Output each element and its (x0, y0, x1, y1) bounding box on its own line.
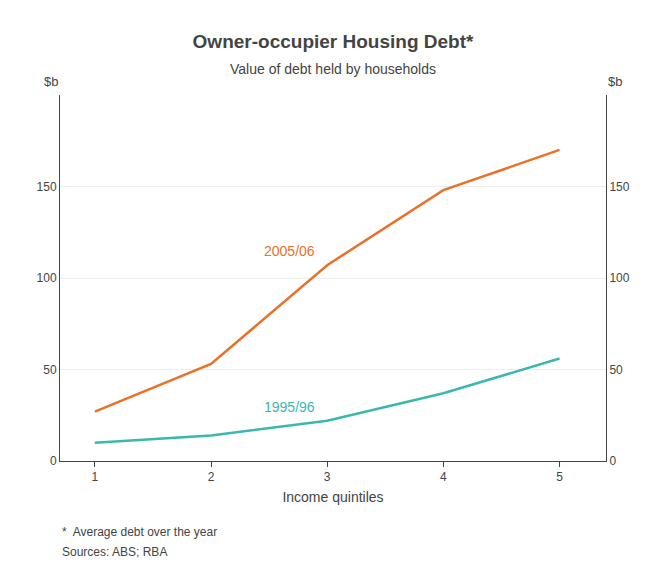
svg-text:150: 150 (609, 180, 629, 194)
svg-text:Sources: ABS; RBA: Sources: ABS; RBA (62, 545, 167, 559)
svg-text:50: 50 (609, 363, 623, 377)
svg-text:1: 1 (92, 470, 99, 484)
svg-text:Value of debt held by househol: Value of debt held by households (230, 61, 436, 77)
svg-text:0: 0 (50, 454, 57, 468)
svg-text:5: 5 (556, 470, 563, 484)
svg-text:3: 3 (324, 470, 331, 484)
svg-text:Owner-occupier Housing Debt*: Owner-occupier Housing Debt* (193, 31, 474, 52)
svg-text:100: 100 (37, 271, 57, 285)
svg-text:* Average debt over the year: * Average debt over the year (62, 525, 217, 539)
svg-text:50: 50 (43, 363, 57, 377)
svg-text:1995/96: 1995/96 (264, 399, 315, 415)
svg-text:Income quintiles: Income quintiles (282, 489, 383, 505)
svg-text:$b: $b (44, 74, 58, 89)
svg-text:100: 100 (609, 271, 629, 285)
svg-text:2: 2 (208, 470, 215, 484)
svg-text:$b: $b (608, 74, 622, 89)
svg-text:150: 150 (37, 180, 57, 194)
svg-text:4: 4 (440, 470, 447, 484)
svg-text:2005/06: 2005/06 (264, 243, 315, 259)
svg-text:0: 0 (609, 454, 616, 468)
